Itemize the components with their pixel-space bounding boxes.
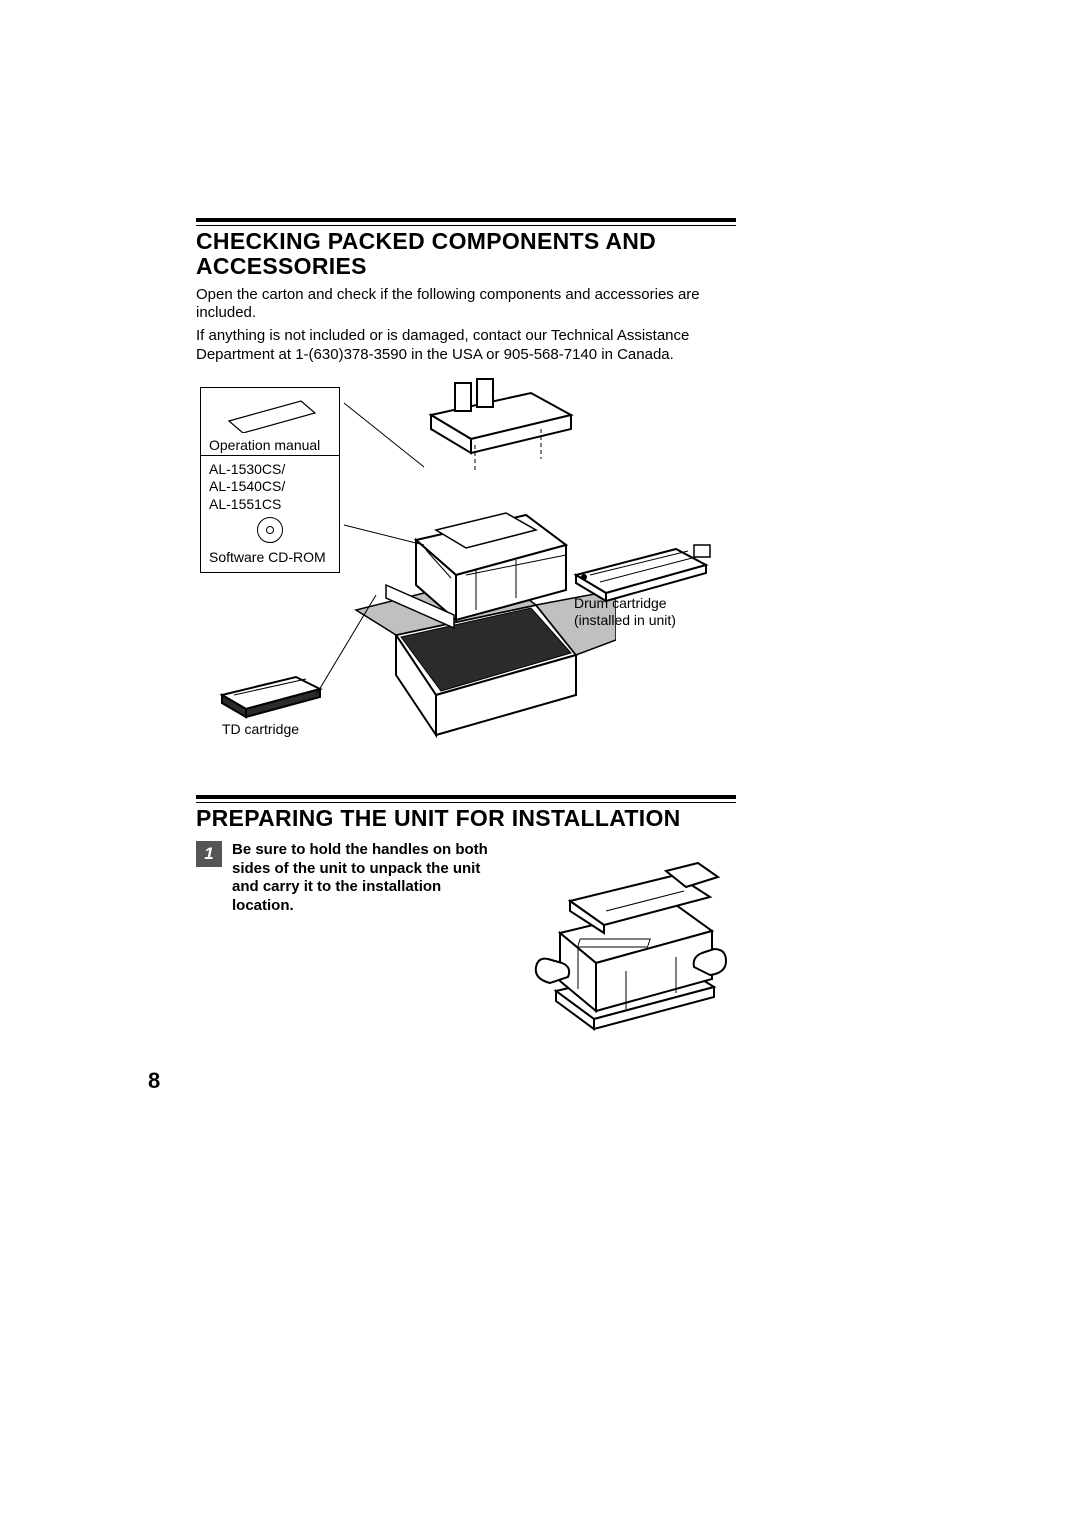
cd-disc-icon: [257, 517, 283, 543]
manual-sketch-icon: [209, 393, 331, 433]
section2-title: PREPARING THE UNIT FOR INSTALLATION: [196, 806, 736, 831]
drum-leader-line: [466, 535, 576, 595]
drum-cartridge-l1: Drum cartridge: [574, 595, 676, 613]
step-1-text: Be sure to hold the handles on both side…: [232, 841, 492, 1036]
section1-title: CHECKING PACKED COMPONENTS AND ACCESSORI…: [196, 229, 736, 280]
section1-para1: Open the carton and check if the followi…: [196, 286, 736, 324]
section-rule: [196, 218, 736, 226]
carry-unit-illustration: [526, 841, 736, 1031]
td-leader-line: [316, 595, 386, 705]
step-1-figure: [526, 841, 736, 1036]
td-cartridge-label: TD cartridge: [222, 721, 299, 739]
section1-para2: If anything is not included or is damage…: [196, 327, 736, 365]
model-line-1: AL-1530CS/: [209, 461, 331, 479]
software-cd-label: Software CD-ROM: [209, 549, 331, 567]
page-number: 8: [148, 1068, 160, 1094]
drum-cartridge-l2: (installed in unit): [574, 612, 676, 630]
model-line-2: AL-1540CS/: [209, 478, 331, 496]
step-1: 1 Be sure to hold the handles on both si…: [196, 841, 736, 1036]
section-rule-2: [196, 795, 736, 803]
drum-cartridge-label: Drum cartridge (installed in unit): [574, 595, 676, 630]
operation-manual-label: Operation manual: [209, 437, 331, 455]
td-cartridge-icon: [216, 665, 326, 721]
model-line-3: AL-1551CS: [209, 496, 331, 514]
step-number-badge: 1: [196, 841, 222, 867]
manual-page: CHECKING PACKED COMPONENTS AND ACCESSORI…: [196, 218, 736, 1036]
components-diagram: Operation manual AL-1530CS/ AL-1540CS/ A…: [196, 375, 736, 755]
